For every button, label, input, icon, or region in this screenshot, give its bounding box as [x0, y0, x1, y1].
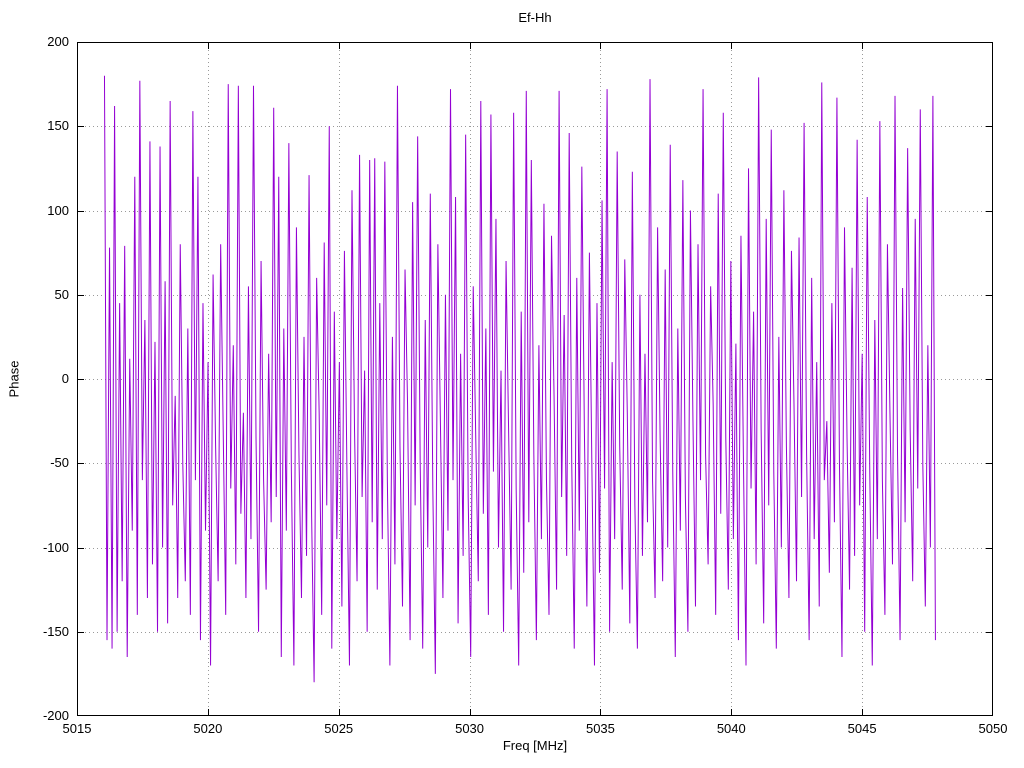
x-tick-label: 5045	[847, 721, 877, 736]
x-tick-label: 5050	[978, 721, 1008, 736]
tick-marks	[77, 42, 993, 716]
y-tick-label: -150	[42, 623, 69, 639]
y-tick-label: -50	[50, 455, 69, 471]
y-axis-label: Phase	[6, 360, 22, 398]
x-tick-label: 5035	[585, 721, 615, 736]
y-tick-label: 0	[61, 371, 69, 386]
x-tick-label: 5025	[324, 721, 354, 736]
plot-area	[77, 42, 993, 716]
plot-border	[77, 42, 993, 716]
x-tick-label: 5040	[716, 721, 746, 736]
x-axis-label: Freq [MHz]	[502, 738, 568, 753]
chart-title: Ef-Hh	[518, 10, 552, 25]
x-tick-label: 5030	[455, 721, 485, 736]
x-tick-label: 5015	[62, 721, 92, 736]
y-tick-label: 100	[47, 202, 69, 218]
y-tick-label: 200	[47, 34, 69, 49]
phase-series-line	[103, 75, 936, 683]
y-tick-label: -100	[42, 539, 69, 555]
y-tick-label: 150	[47, 118, 69, 134]
y-tick-label: -200	[42, 708, 69, 723]
y-tick-label: 50	[54, 286, 69, 302]
x-tick-label: 5020	[193, 721, 223, 736]
